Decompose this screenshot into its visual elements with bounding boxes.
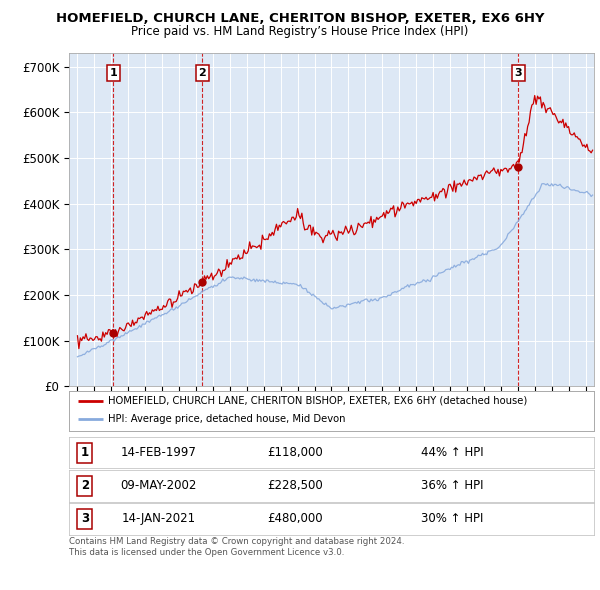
- Text: 3: 3: [515, 68, 522, 78]
- Text: 3: 3: [80, 512, 89, 526]
- Text: 44% ↑ HPI: 44% ↑ HPI: [421, 446, 484, 460]
- Text: Contains HM Land Registry data © Crown copyright and database right 2024.
This d: Contains HM Land Registry data © Crown c…: [69, 537, 404, 557]
- Text: HOMEFIELD, CHURCH LANE, CHERITON BISHOP, EXETER, EX6 6HY: HOMEFIELD, CHURCH LANE, CHERITON BISHOP,…: [56, 12, 544, 25]
- Text: HPI: Average price, detached house, Mid Devon: HPI: Average price, detached house, Mid …: [109, 414, 346, 424]
- Text: 1: 1: [80, 446, 89, 460]
- Text: £480,000: £480,000: [267, 512, 323, 526]
- Text: 1: 1: [109, 68, 117, 78]
- Text: 2: 2: [80, 479, 89, 493]
- Text: 36% ↑ HPI: 36% ↑ HPI: [421, 479, 483, 493]
- Text: 2: 2: [199, 68, 206, 78]
- Text: 30% ↑ HPI: 30% ↑ HPI: [421, 512, 483, 526]
- Text: £228,500: £228,500: [267, 479, 323, 493]
- Text: 14-JAN-2021: 14-JAN-2021: [121, 512, 196, 526]
- Text: £118,000: £118,000: [267, 446, 323, 460]
- Text: Price paid vs. HM Land Registry’s House Price Index (HPI): Price paid vs. HM Land Registry’s House …: [131, 25, 469, 38]
- Text: 09-MAY-2002: 09-MAY-2002: [120, 479, 196, 493]
- Text: 14-FEB-1997: 14-FEB-1997: [121, 446, 196, 460]
- Text: HOMEFIELD, CHURCH LANE, CHERITON BISHOP, EXETER, EX6 6HY (detached house): HOMEFIELD, CHURCH LANE, CHERITON BISHOP,…: [109, 396, 527, 405]
